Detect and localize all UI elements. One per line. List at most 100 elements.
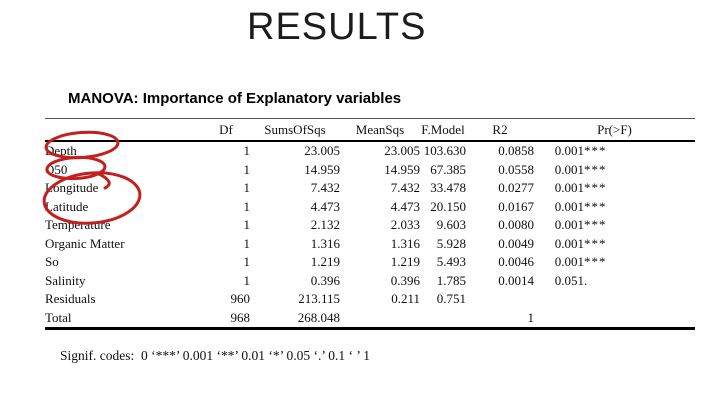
table-row: Temperature 1 2.132 2.033 9.603 0.0080 0.001 **… <box>45 216 695 235</box>
row-label: Residuals <box>45 291 96 307</box>
table-row: Total 968 268.048 1 <box>45 309 695 329</box>
cell-value: 0.0014 <box>498 272 534 288</box>
cell-value: 0.211 <box>391 291 420 307</box>
cell-value: 0.0277 <box>498 180 534 196</box>
table-row: Residuals 960 213.115 0.211 0.751 <box>45 290 695 309</box>
significance-stars <box>584 290 695 309</box>
column-header: MeanSqs <box>340 118 420 142</box>
cell-value: 0.396 <box>390 272 420 288</box>
table-row: Organic Matter 1 1.316 1.316 5.928 0.0049 0.00… <box>45 235 695 254</box>
column-header: Pr(>F) <box>534 118 695 142</box>
cell-value: 213.115 <box>298 291 340 307</box>
table-header-row: Df SumsOfSqs MeanSqs F.Model R2 Pr(>F) <box>45 118 695 142</box>
cell-value: 0.0858 <box>498 143 534 159</box>
cell-value: 4.473 <box>310 198 340 214</box>
cell-value: 7.432 <box>310 180 340 196</box>
row-label: Latitude <box>45 198 89 214</box>
cell-value: 0.001 <box>554 198 584 214</box>
cell-value: 0.001 <box>554 180 584 196</box>
cell-value: 1 <box>243 161 251 177</box>
cell-value: 0.051 <box>554 272 584 288</box>
significance-stars <box>584 309 695 329</box>
cell-value: 0.001 <box>554 235 584 251</box>
cell-value: 7.432 <box>390 180 420 196</box>
table-row: Salinity 1 0.396 0.396 1.785 0.0014 0.051. <box>45 272 695 291</box>
cell-value: 9.603 <box>436 217 466 233</box>
cell-value: 23.005 <box>304 143 340 159</box>
significance-stars: *** <box>584 235 607 251</box>
row-label: Total <box>45 309 72 325</box>
cell-value: 4.473 <box>390 198 420 214</box>
cell-value <box>466 290 534 309</box>
row-label: Longitude <box>45 180 99 196</box>
table-row: O50 1 14.959 14.959 67.385 0.0558 0.001 *** <box>45 161 695 180</box>
significance-stars: *** <box>584 180 607 196</box>
cell-value: 14.959 <box>304 161 340 177</box>
significance-stars: *** <box>584 161 607 177</box>
significance-stars: *** <box>584 254 607 270</box>
cell-value: 0.396 <box>310 272 340 288</box>
slide-title: RESULTS <box>247 6 427 48</box>
significance-stars: *** <box>584 198 607 214</box>
cell-value: 103.630 <box>423 143 466 159</box>
row-label: Salinity <box>45 272 86 288</box>
row-label: Organic Matter <box>45 235 125 251</box>
cell-value: 67.385 <box>430 161 466 177</box>
column-header: SumsOfSqs <box>250 118 340 142</box>
cell-value: 0.001 <box>554 217 584 233</box>
cell-value: 0.751 <box>436 291 466 307</box>
cell-value: 0.0046 <box>498 254 534 270</box>
cell-value: 960 <box>230 291 251 307</box>
cell-value: 2.132 <box>310 217 340 233</box>
cell-value: 0.001 <box>554 254 584 270</box>
table-row: Depth 1 23.005 23.005 103.630 0.0858 0.001 *** <box>45 141 695 161</box>
cell-value: 0.0558 <box>498 161 534 177</box>
cell-value: 1.219 <box>390 254 420 270</box>
cell-value: 1 <box>243 235 251 251</box>
cell-value: 1 <box>243 143 251 159</box>
table-row: Longitude 1 7.432 7.432 33.478 0.0277 0.001 *** <box>45 179 695 198</box>
cell-value: 1.785 <box>436 272 466 288</box>
significance-stars: *** <box>584 143 607 159</box>
cell-value: 268.048 <box>297 309 340 325</box>
cell-value: 14.959 <box>384 161 420 177</box>
cell-value: 1 <box>243 254 251 270</box>
cell-value: 1 <box>243 198 251 214</box>
row-label: O50 <box>45 161 68 177</box>
cell-value: 1 <box>243 180 251 196</box>
cell-value: 968 <box>230 309 251 325</box>
cell-value: 0.0049 <box>498 235 534 251</box>
row-label: Depth <box>45 143 77 159</box>
row-label: Temperature <box>45 217 111 233</box>
cell-value <box>534 290 584 309</box>
table-row: So 1 1.219 1.219 5.493 0.0046 0.001 *** <box>45 253 695 272</box>
significance-stars: *** <box>584 217 607 233</box>
significance-stars: . <box>584 272 589 288</box>
cell-value <box>340 309 420 329</box>
cell-value: 1 <box>243 217 251 233</box>
signif-codes-line: Signif. codes: 0 ‘***’ 0.001 ‘**’ 0.01 ‘… <box>60 348 370 363</box>
cell-value: 1.316 <box>310 235 340 251</box>
cell-value: 20.150 <box>430 198 466 214</box>
cell-value: 5.493 <box>436 254 466 270</box>
cell-value: 1 <box>527 309 535 325</box>
results-table: Df SumsOfSqs MeanSqs F.Model R2 Pr(>F) Depth 1… <box>45 118 695 330</box>
cell-value <box>534 309 584 329</box>
cell-value: 1.219 <box>310 254 340 270</box>
cell-value: 0.001 <box>554 161 584 177</box>
column-header: Df <box>202 118 250 142</box>
row-label: So <box>45 254 59 270</box>
cell-value: 5.928 <box>436 235 466 251</box>
column-header <box>45 118 202 142</box>
cell-value: 0.0080 <box>498 217 534 233</box>
cell-value: 0.0167 <box>498 198 534 214</box>
cell-value: 1.316 <box>390 235 420 251</box>
cell-value: 33.478 <box>430 180 466 196</box>
column-header: R2 <box>466 118 534 142</box>
table-row: Latitude 1 4.473 4.473 20.150 0.0167 0.001 *** <box>45 198 695 217</box>
cell-value: 0.001 <box>554 143 584 159</box>
cell-value: 2.033 <box>390 217 420 233</box>
slide-subtitle: MANOVA: Importance of Explanatory variab… <box>68 90 402 107</box>
manova-results-table: Df SumsOfSqs MeanSqs F.Model R2 Pr(>F) Depth 1… <box>45 118 695 330</box>
